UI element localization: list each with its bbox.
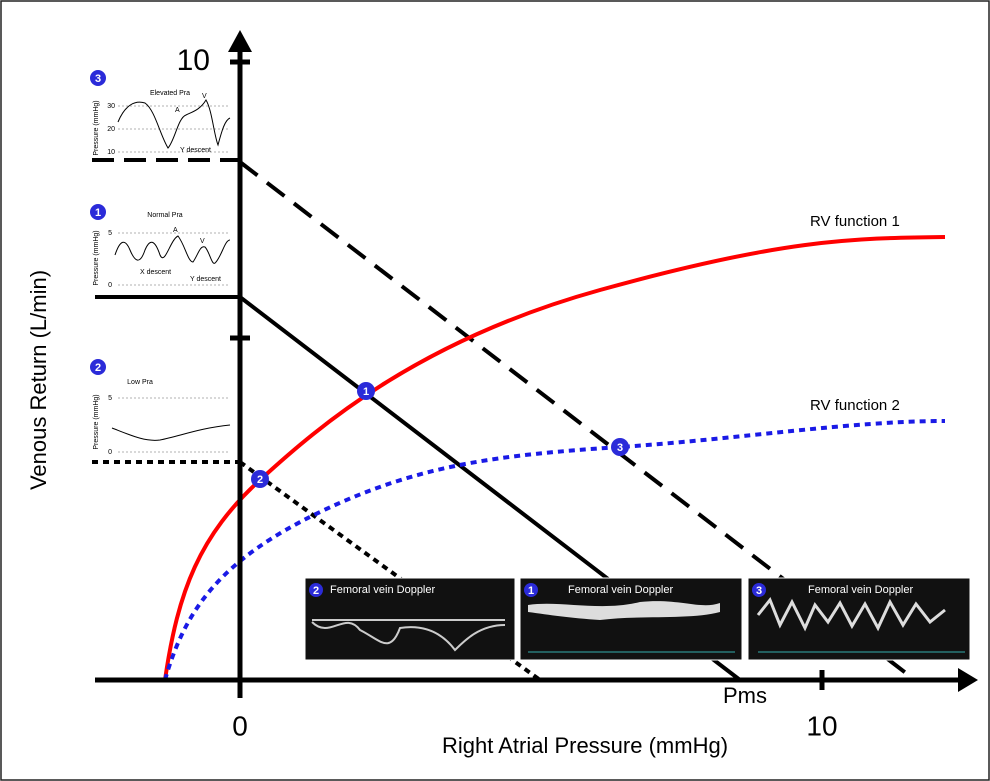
- diagram: 10 0 10 Pms Right Atrial Pressure (mmHg)…: [0, 0, 990, 781]
- curve-label: RV function 2: [810, 397, 900, 414]
- badge-label: 2: [95, 362, 101, 374]
- inset-annotation: A: [175, 107, 180, 114]
- inset-tick: 5: [108, 395, 112, 402]
- inset-annotation: Y descent: [190, 276, 221, 283]
- inset-annotation: V: [200, 238, 205, 245]
- y-tick-label: 10: [177, 44, 210, 77]
- x-axis-title: Right Atrial Pressure (mmHg): [442, 733, 728, 758]
- curve-label: RV function 1: [810, 213, 900, 230]
- doppler-title: Femoral vein Doppler: [568, 584, 673, 596]
- badge-label: 1: [95, 207, 101, 219]
- doppler-title: Femoral vein Doppler: [808, 584, 913, 596]
- badge-label: 3: [95, 73, 101, 85]
- x-tick-label: 0: [232, 710, 248, 741]
- pms-label: Pms: [723, 683, 767, 708]
- inset-tick: 30: [107, 103, 115, 110]
- inset-title: Low Pra: [127, 379, 153, 386]
- inset-y-label: Pressure (mmHg): [93, 394, 100, 449]
- inset-y-label: Pressure (mmHg): [93, 100, 100, 155]
- inset-annotation: V: [202, 93, 207, 100]
- badge-label: 1: [528, 585, 534, 597]
- inset-title: Normal Pra: [147, 212, 183, 219]
- inset-tick: 0: [108, 449, 112, 456]
- point-label: 1: [363, 386, 369, 398]
- inset-annotation: X descent: [140, 269, 171, 276]
- inset-annotation: Y descent: [180, 147, 211, 154]
- inset-tick: 10: [107, 149, 115, 156]
- inset-tick: 5: [108, 230, 112, 237]
- doppler-panel: 2 Femoral vein Doppler: [305, 578, 515, 660]
- inset-annotation: A: [173, 227, 178, 234]
- doppler-title: Femoral vein Doppler: [330, 584, 435, 596]
- doppler-panel: 3 Femoral vein Doppler: [748, 578, 970, 660]
- badge-label: 2: [313, 585, 319, 597]
- inset-tick: 0: [108, 282, 112, 289]
- point-label: 3: [617, 442, 623, 454]
- inset-y-label: Pressure (mmHg): [93, 230, 100, 285]
- x-tick-label: 10: [806, 710, 837, 741]
- inset-tick: 20: [107, 126, 115, 133]
- frame: [1, 1, 989, 780]
- doppler-panel: 1 Femoral vein Doppler: [520, 578, 742, 660]
- point-label: 2: [257, 474, 263, 486]
- badge-label: 3: [756, 585, 762, 597]
- inset-title: Elevated Pra: [150, 90, 190, 97]
- y-axis-title: Venous Return (L/min): [26, 270, 51, 490]
